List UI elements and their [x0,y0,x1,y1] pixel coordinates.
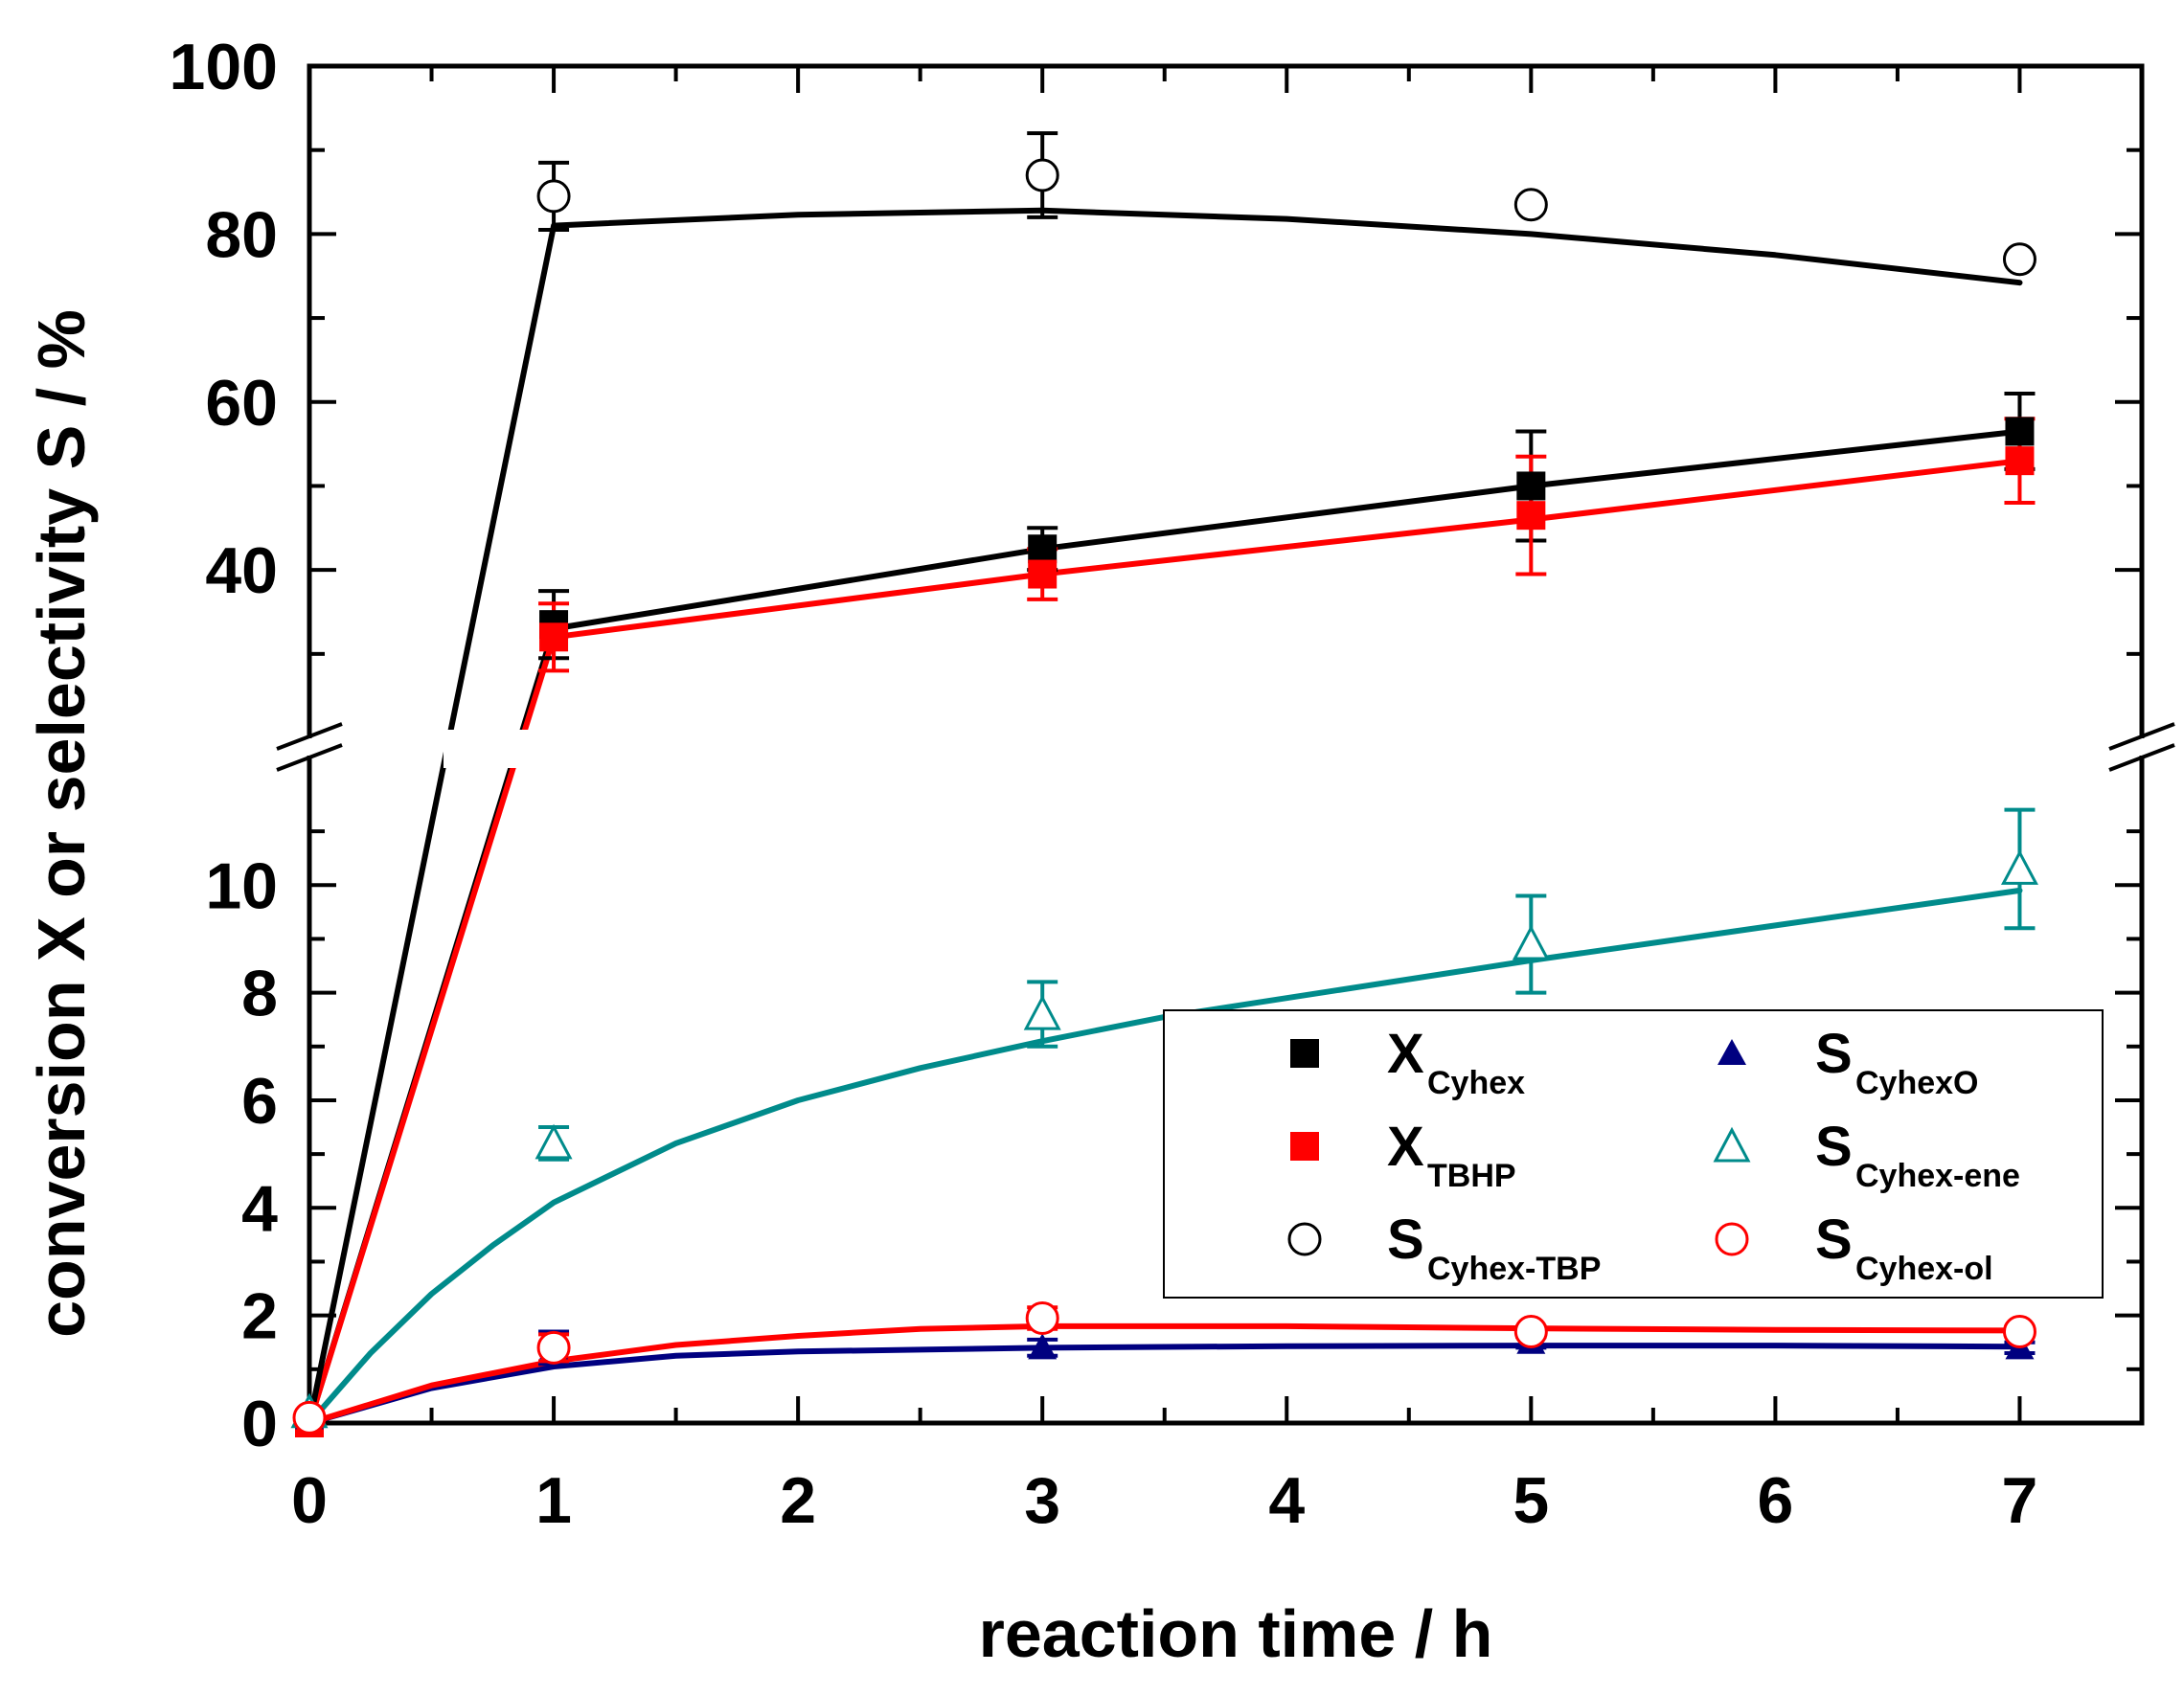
legend-sublabel-s-cyhex-tbp: Cyhex-TBP [1427,1251,1601,1287]
fit-curves [307,207,2023,1426]
fit-curve-s-cyhex-tbp [307,207,2023,1426]
data-point-x-tbhp [2005,446,2035,476]
legend-sublabel-x-cyhex: Cyhex [1427,1065,1525,1101]
legend-marker-x-tbhp [1290,1132,1319,1161]
data-point-s-cyhex-ol [1025,1300,1059,1335]
data-point-s-cyhex-tbp [1513,188,1548,222]
data-point-s-cyhex-ene [535,1123,573,1160]
ticks: 0 1 2 3 4 5 6 7 0 2 4 6 8 10 40 60 80 100 [170,31,2144,1537]
y-tick-label: 100 [170,31,278,103]
y-tick-label: 80 [205,198,278,271]
y-tick-label: 10 [205,849,278,922]
data-point-s-cyhex-ol [292,1400,327,1435]
x-tick-label: 4 [1268,1464,1305,1537]
legend-marker-x-cyhex [1290,1039,1319,1068]
legend-label-s-cyhex-ene: S [1815,1116,1853,1178]
legend-label-s-cyhex-tbp: S [1387,1209,1424,1271]
legend-marker-s-cyhex-ol [1715,1222,1749,1256]
x-tick-label: 1 [535,1464,572,1537]
legend-label-x-cyhex: X [1387,1023,1424,1085]
legend-marker-s-cyhex-tbp [1287,1222,1322,1256]
data-point-x-cyhex [1516,471,1546,501]
y-axis-title: conversion X or selectivity S / % [24,309,99,1338]
data-point-s-cyhex-ol [536,1330,571,1365]
fit-curve-s-cyhexo [307,1343,2023,1426]
data-point-x-cyhex [2005,417,2035,446]
data-point-s-cyhex-ol [1513,1315,1548,1349]
legend-marker-s-cyhexo [1718,1039,1746,1065]
legend-marker-s-cyhex-ene [1713,1126,1751,1163]
axis-break-slash [276,722,343,751]
legend-sublabel-x-tbhp: TBHP [1427,1158,1516,1194]
x-tick-label: 3 [1024,1464,1060,1537]
data-point-x-tbhp [1516,501,1546,531]
y-tick-label: 8 [241,958,278,1030]
data-point-s-cyhex-ene [1023,994,1061,1030]
data-point-x-tbhp [1028,559,1058,589]
axis-break-slash [2108,743,2175,772]
data-point-x-tbhp [539,622,569,652]
axis-break-slash [2108,722,2175,751]
legend-sublabel-s-cyhexo: CyhexO [1855,1065,1979,1101]
x-tick-label: 6 [1757,1464,1793,1537]
x-axis-title: reaction time / h [979,1596,1493,1671]
axis-break [276,722,2175,772]
legend-sublabel-s-cyhex-ol: Cyhex-ol [1855,1251,1993,1287]
data-point-s-cyhex-ene [2000,849,2038,885]
legend-box [1163,1009,2104,1299]
y-tick-label: 60 [205,367,278,440]
y-tick-label: 6 [241,1065,278,1138]
data-point-x-cyhex [1028,534,1058,564]
fit-curve-s-cyhex-ol [307,1322,2023,1426]
x-tick-label: 0 [291,1464,328,1537]
axis-break-gap [304,738,315,756]
x-tick-label: 7 [2002,1464,2038,1537]
data-point-s-cyhexo [1028,1333,1058,1360]
fit-curve-s-cyhex-ene [307,887,2023,1426]
axis-break-slash [276,743,343,772]
data-point-s-cyhex-tbp [1025,158,1059,192]
break-gap-band [444,730,558,768]
legend-label-s-cyhex-ol: S [1815,1209,1853,1271]
axis-break-gap [2136,738,2148,756]
y-tick-label: 40 [205,534,278,607]
y-tick-label: 4 [241,1172,278,1245]
y-tick-label: 0 [241,1388,278,1460]
data-point-s-cyhex-ene [1512,924,1550,960]
data-markers [290,158,2038,1437]
legend-sublabel-s-cyhex-ene: Cyhex-ene [1855,1158,2020,1194]
data-point-s-cyhex-tbp [536,179,571,214]
data-point-s-cyhex-ol [2002,1315,2036,1349]
x-tick-label: 5 [1513,1464,1549,1537]
legend-label-s-cyhexo: S [1815,1023,1853,1085]
data-point-s-cyhex-tbp [2002,242,2036,277]
x-tick-label: 2 [780,1464,816,1537]
y-tick-label: 2 [241,1280,278,1353]
legend-label-x-tbhp: X [1387,1116,1424,1178]
